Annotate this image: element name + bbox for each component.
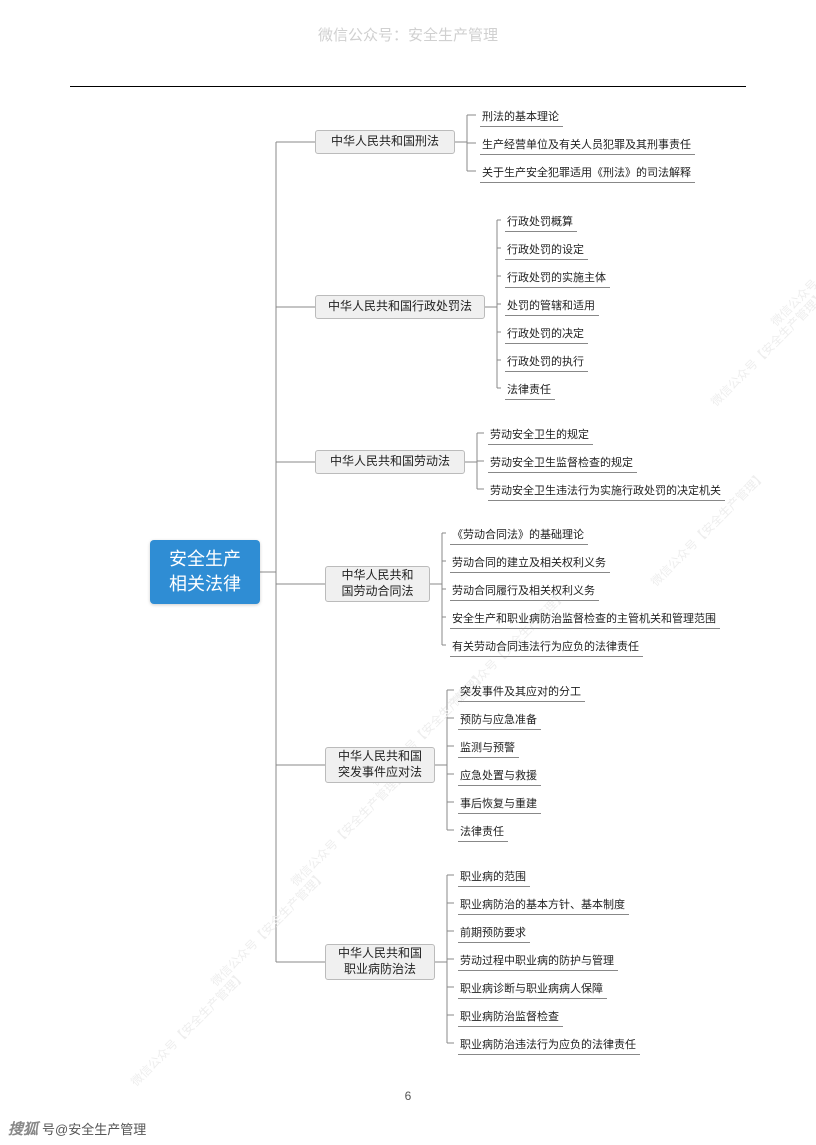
diagonal-watermark: 微信公众号【安全生产管理】 bbox=[127, 967, 249, 1089]
leaf-node: 行政处罚的设定 bbox=[505, 241, 588, 260]
leaf-node: 安全生产和职业病防治监督检查的主管机关和管理范围 bbox=[450, 610, 720, 629]
leaf-node: 行政处罚的执行 bbox=[505, 353, 588, 372]
leaf-node: 劳动安全卫生违法行为实施行政处罚的决定机关 bbox=[488, 482, 725, 501]
leaf-node: 应急处置与救援 bbox=[458, 767, 541, 786]
leaf-node: 职业病诊断与职业病病人保障 bbox=[458, 980, 607, 999]
branch-node: 中华人民共和 国劳动合同法 bbox=[325, 566, 430, 602]
leaf-node: 劳动过程中职业病的防护与管理 bbox=[458, 952, 618, 971]
leaf-node: 生产经营单位及有关人员犯罪及其刑事责任 bbox=[480, 136, 695, 155]
leaf-node: 职业病的范围 bbox=[458, 868, 530, 887]
leaf-node: 监测与预警 bbox=[458, 739, 519, 758]
diagonal-watermark: 微信公众号【安全生产管理】 bbox=[767, 207, 816, 329]
leaf-node: 行政处罚概算 bbox=[505, 213, 577, 232]
leaf-node: 有关劳动合同违法行为应负的法律责任 bbox=[450, 638, 643, 657]
leaf-node: 行政处罚的决定 bbox=[505, 325, 588, 344]
header-watermark: 微信公众号：安全生产管理 bbox=[0, 24, 816, 45]
footer-brand: 搜狐 号@安全生产管理 bbox=[8, 1118, 146, 1139]
diagonal-watermark: 微信公众号【安全生产管理】 bbox=[707, 287, 816, 409]
header-rule bbox=[70, 86, 746, 87]
leaf-node: 《劳动合同法》的基础理论 bbox=[450, 526, 588, 545]
leaf-node: 预防与应急准备 bbox=[458, 711, 541, 730]
branch-node: 中华人民共和国 突发事件应对法 bbox=[325, 747, 435, 783]
diagonal-watermark: 微信公众号【安全生产管理】 bbox=[207, 867, 329, 989]
leaf-node: 关于生产安全犯罪适用《刑法》的司法解释 bbox=[480, 164, 695, 183]
leaf-node: 职业病防治监督检查 bbox=[458, 1008, 563, 1027]
branch-node: 中华人民共和国 职业病防治法 bbox=[325, 944, 435, 980]
footer-brand-text: 号@安全生产管理 bbox=[42, 1119, 146, 1138]
leaf-node: 法律责任 bbox=[458, 823, 508, 842]
branch-node: 中华人民共和国刑法 bbox=[315, 130, 455, 154]
souhu-logo: 搜狐 bbox=[8, 1118, 38, 1139]
leaf-node: 劳动安全卫生监督检查的规定 bbox=[488, 454, 637, 473]
page-number: 6 bbox=[0, 1089, 816, 1103]
leaf-node: 处罚的管辖和适用 bbox=[505, 297, 599, 316]
leaf-node: 事后恢复与重建 bbox=[458, 795, 541, 814]
branch-node: 中华人民共和国劳动法 bbox=[315, 450, 465, 474]
leaf-node: 刑法的基本理论 bbox=[480, 108, 563, 127]
leaf-node: 劳动安全卫生的规定 bbox=[488, 426, 593, 445]
leaf-node: 劳动合同履行及相关权利义务 bbox=[450, 582, 599, 601]
root-node: 安全生产 相关法律 bbox=[150, 540, 260, 604]
leaf-node: 前期预防要求 bbox=[458, 924, 530, 943]
leaf-node: 行政处罚的实施主体 bbox=[505, 269, 610, 288]
diagonal-watermark: 微信公众号【安全生产管理】 bbox=[287, 767, 409, 889]
leaf-node: 突发事件及其应对的分工 bbox=[458, 683, 585, 702]
leaf-node: 劳动合同的建立及相关权利义务 bbox=[450, 554, 610, 573]
leaf-node: 法律责任 bbox=[505, 381, 555, 400]
tree-diagram: 微信公众号【安全生产管理】微信公众号【安全生产管理】微信公众号【安全生产管理】微… bbox=[70, 100, 770, 1100]
leaf-node: 职业病防治的基本方针、基本制度 bbox=[458, 896, 629, 915]
leaf-node: 职业病防治违法行为应负的法律责任 bbox=[458, 1036, 640, 1055]
branch-node: 中华人民共和国行政处罚法 bbox=[315, 295, 485, 319]
